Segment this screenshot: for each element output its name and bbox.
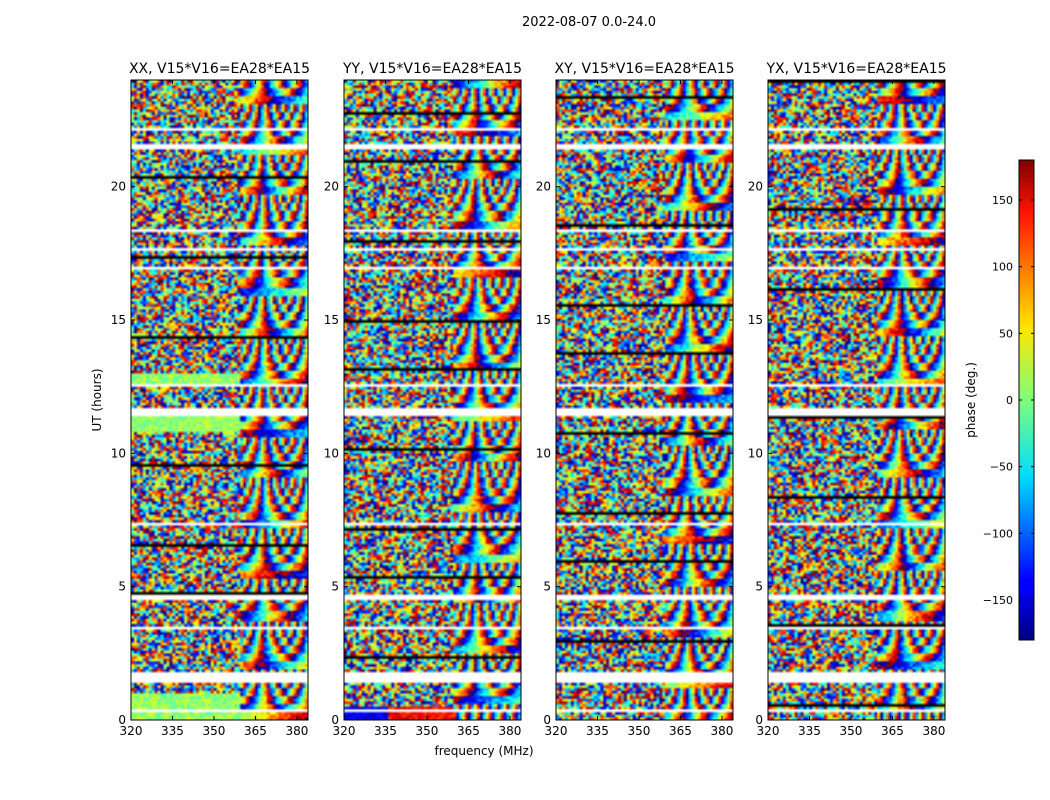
figure-suptitle: 2022-08-07 0.0-24.0: [522, 15, 656, 30]
panel-3-heatmap: [556, 80, 733, 720]
x-tick-label: 380: [710, 724, 733, 738]
panel-4-frame: [767, 79, 946, 721]
y-tick-label: 15: [536, 313, 551, 327]
y-tick-label: 10: [536, 446, 551, 460]
x-tick-label: 350: [203, 724, 226, 738]
panel-2-title: YY, V15*V16=EA28*EA15: [342, 61, 522, 77]
y-tick-label: 10: [748, 446, 763, 460]
panel-2: YY, V15*V16=EA28*EA15 320 335 350 365 380 0 5 10…: [324, 61, 522, 738]
y-tick-label: 0: [331, 713, 339, 727]
x-tick-label: 350: [840, 724, 863, 738]
colorbar-tick-label: −50: [990, 461, 1013, 474]
colorbar: 150 100 50 0 −50 −100 −150 phase (deg.): [964, 159, 1035, 641]
x-axis-label: frequency (MHz): [434, 744, 533, 758]
x-tick-label: 380: [922, 724, 945, 738]
x-tick-label: 365: [457, 724, 480, 738]
x-tick-label: 320: [120, 724, 143, 738]
y-tick-label: 15: [748, 313, 763, 327]
y-tick-label: 10: [324, 446, 339, 460]
colorbar-tick-label: 100: [992, 261, 1013, 274]
x-tick-label: 320: [545, 724, 568, 738]
colorbar-tick-label: −100: [983, 527, 1013, 540]
y-tick-label: 5: [118, 580, 126, 594]
panel-2-heatmap: [344, 80, 521, 720]
x-tick-label: 380: [498, 724, 521, 738]
y-tick-label: 0: [543, 713, 551, 727]
y-tick-label: 20: [748, 180, 763, 194]
y-tick-label: 20: [324, 180, 339, 194]
panel-4-title: YX, V15*V16=EA28*EA15: [765, 61, 946, 77]
x-tick-label: 350: [416, 724, 439, 738]
x-tick-label: 335: [798, 724, 821, 738]
panel-3-frame: [555, 79, 734, 721]
panel-3: XY, V15*V16=EA28*EA15 320 335 350 365 380 0 5 10…: [536, 61, 735, 738]
x-tick-label: 335: [161, 724, 184, 738]
panel-1-heatmap: [131, 80, 308, 720]
y-tick-label: 15: [324, 313, 339, 327]
y-tick-label: 15: [111, 313, 126, 327]
panel-2-frame: [343, 79, 522, 721]
y-tick-label: 0: [755, 713, 763, 727]
panel-3-title: XY, V15*V16=EA28*EA15: [554, 61, 734, 77]
colorbar-tick-label: 0: [1006, 394, 1013, 407]
y-tick-label: 5: [543, 580, 551, 594]
y-axis-label: UT (hours): [90, 368, 104, 431]
y-tick-label: 0: [118, 713, 126, 727]
panel-1-title: XX, V15*V16=EA28*EA15: [129, 61, 310, 77]
x-tick-label: 380: [285, 724, 308, 738]
y-tick-label: 10: [111, 446, 126, 460]
y-tick-label: 5: [755, 580, 763, 594]
y-tick-label: 20: [111, 180, 126, 194]
colorbar-tick-label: 50: [999, 327, 1013, 340]
panel-1: XX, V15*V16=EA28*EA15 320 335 350 365 380 0 5 10…: [111, 61, 310, 738]
panel-4-heatmap: [768, 80, 945, 720]
x-tick-label: 350: [628, 724, 651, 738]
x-tick-label: 320: [333, 724, 356, 738]
colorbar-tick-label: −150: [983, 594, 1013, 607]
x-tick-label: 365: [244, 724, 267, 738]
x-tick-label: 335: [586, 724, 609, 738]
y-tick-label: 5: [331, 580, 339, 594]
x-tick-label: 365: [669, 724, 692, 738]
panel-4: YX, V15*V16=EA28*EA15 320 335 350 365 380 0 5 10…: [748, 61, 947, 738]
colorbar-tick-label: 150: [992, 194, 1013, 207]
y-tick-label: 20: [536, 180, 551, 194]
x-tick-label: 335: [374, 724, 397, 738]
x-tick-label: 365: [881, 724, 904, 738]
x-tick-label: 320: [757, 724, 780, 738]
panel-1-frame: [130, 79, 309, 721]
colorbar-label: phase (deg.): [964, 362, 978, 438]
